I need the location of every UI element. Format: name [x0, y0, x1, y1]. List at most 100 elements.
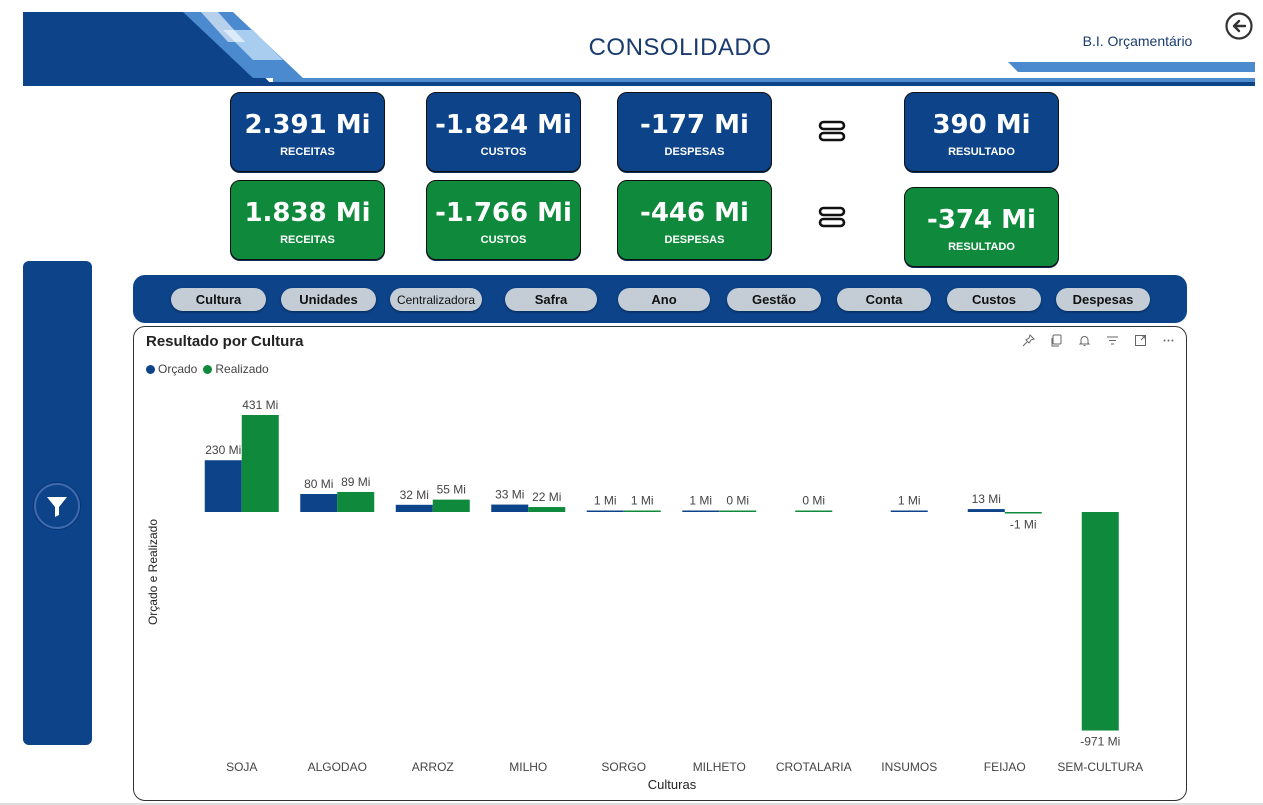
- data-label: 0 Mi: [802, 494, 825, 508]
- bar-realizado: [1081, 512, 1119, 731]
- data-label: 55 Mi: [437, 483, 466, 497]
- x-tick-label: CROTALARIA: [776, 760, 852, 774]
- bar-realizado: [719, 510, 757, 512]
- x-tick-label: MILHO: [509, 760, 547, 774]
- arrow-left-circle-icon[interactable]: [1224, 11, 1254, 41]
- legend-item-orcado[interactable]: Orçado: [146, 362, 197, 376]
- slicer-despesas[interactable]: Despesas: [1056, 288, 1150, 311]
- bar-orcado: [395, 504, 433, 512]
- legend-item-realizado[interactable]: Realizado: [203, 362, 269, 376]
- kpi-value: -446 Mi: [640, 198, 749, 228]
- equals-icon: [818, 206, 846, 228]
- more-options-icon[interactable]: [1160, 332, 1176, 348]
- slicer-centralizadora[interactable]: Centralizadora: [390, 288, 482, 311]
- kpi-label: RESULTADO: [948, 241, 1015, 253]
- chart-panel: Orçado e Realizado Culturas SOJA 230 Mi 431 …: [133, 326, 1187, 801]
- bar-realizado: [623, 510, 661, 512]
- kpi-value: -374 Mi: [927, 205, 1036, 235]
- x-tick-label: INSUMOS: [881, 760, 937, 774]
- x-tick-label: ARROZ: [412, 760, 454, 774]
- bar-realizado: [795, 510, 833, 512]
- bar-chart: Orçado e Realizado Culturas SOJA 230 Mi 431 …: [146, 398, 1143, 792]
- bar-orcado: [586, 510, 624, 512]
- kpi-despesas-orcado: -177 Mi DESPESAS: [617, 92, 772, 172]
- data-label: 32 Mi: [400, 488, 429, 502]
- bar-orcado: [682, 510, 720, 512]
- chart-legend: Orçado Realizado: [146, 362, 269, 376]
- kpi-value: 2.391 Mi: [244, 110, 371, 140]
- x-tick-label: MILHETO: [693, 760, 746, 774]
- x-tick-label: SOJA: [226, 760, 257, 774]
- pin-icon[interactable]: [1020, 332, 1036, 348]
- bar-orcado: [890, 510, 928, 512]
- data-label: 431 Mi: [242, 398, 278, 412]
- kpi-despesas-realizado: -446 Mi DESPESAS: [617, 180, 772, 260]
- slicer-gestao[interactable]: Gestão: [727, 288, 821, 311]
- filter-lines-icon[interactable]: [1104, 332, 1120, 348]
- slicer-unidades[interactable]: Unidades: [281, 288, 376, 311]
- data-label: 89 Mi: [341, 475, 370, 489]
- kpi-value: -1.824 Mi: [435, 110, 572, 140]
- kpi-custos-realizado: -1.766 Mi CUSTOS: [426, 180, 581, 260]
- bell-icon[interactable]: [1076, 332, 1092, 348]
- visual-toolbar: [1020, 332, 1176, 348]
- data-label: -971 Mi: [1080, 735, 1120, 749]
- x-axis-title: Culturas: [648, 777, 697, 792]
- data-label: 1 Mi: [631, 494, 654, 508]
- legend-label: Realizado: [215, 362, 269, 376]
- data-label: 0 Mi: [726, 494, 749, 508]
- bar-realizado: [241, 415, 279, 512]
- slicer-ano[interactable]: Ano: [618, 288, 710, 311]
- kpi-receitas-orcado: 2.391 Mi RECEITAS: [230, 92, 385, 172]
- bar-realizado: [528, 507, 566, 512]
- slicer-safra[interactable]: Safra: [505, 288, 597, 311]
- legend-dot: [203, 365, 213, 375]
- kpi-value: -1.766 Mi: [435, 198, 572, 228]
- slicer-conta[interactable]: Conta: [837, 288, 931, 311]
- legend-label: Orçado: [158, 362, 198, 376]
- slicer-custos[interactable]: Custos: [947, 288, 1041, 311]
- data-label: 230 Mi: [205, 443, 241, 457]
- bar-orcado: [491, 504, 529, 512]
- legend-dot: [146, 365, 155, 375]
- kpi-value: 1.838 Mi: [244, 198, 371, 228]
- kpi-resultado-realizado: -374 Mi RESULTADO: [904, 187, 1059, 267]
- kpi-label: CUSTOS: [480, 146, 527, 158]
- data-label: 1 Mi: [898, 494, 921, 508]
- kpi-label: CUSTOS: [480, 234, 527, 246]
- x-tick-label: ALGODAO: [308, 760, 367, 774]
- data-label: -1 Mi: [1010, 518, 1037, 532]
- data-label: 1 Mi: [689, 494, 712, 508]
- kpi-custos-orcado: -1.824 Mi CUSTOS: [426, 92, 581, 172]
- equals-icon: [818, 120, 846, 142]
- x-tick-label: SEM-CULTURA: [1057, 760, 1143, 774]
- copy-icon[interactable]: [1048, 332, 1064, 348]
- kpi-receitas-realizado: 1.838 Mi RECEITAS: [230, 180, 385, 260]
- bar-orcado: [300, 493, 338, 512]
- slicer-bar: Cultura Unidades Centralizadora Safra An…: [133, 275, 1187, 323]
- bar-realizado: [337, 491, 375, 512]
- data-label: 22 Mi: [532, 490, 561, 504]
- expand-icon[interactable]: [1132, 332, 1148, 348]
- data-label: 33 Mi: [495, 488, 524, 502]
- data-label: 13 Mi: [972, 492, 1001, 506]
- kpi-value: -177 Mi: [640, 110, 749, 140]
- filter-button[interactable]: [34, 483, 80, 529]
- x-tick-label: SORGO: [601, 760, 646, 774]
- header-banner: [23, 12, 1255, 86]
- chart-title: Resultado por Cultura: [146, 333, 304, 350]
- bar-orcado: [967, 509, 1005, 512]
- filter-icon: [47, 497, 67, 517]
- kpi-label: RECEITAS: [280, 146, 335, 158]
- kpi-resultado-orcado: 390 Mi RESULTADO: [904, 92, 1059, 172]
- bar-realizado: [432, 499, 470, 512]
- x-tick-label: FEIJAO: [984, 760, 1026, 774]
- bottom-divider: [0, 803, 1263, 805]
- data-label: 80 Mi: [304, 477, 333, 491]
- page-title: CONSOLIDADO: [588, 34, 772, 61]
- kpi-label: RECEITAS: [280, 234, 335, 246]
- kpi-label: DESPESAS: [664, 234, 725, 246]
- slicer-cultura[interactable]: Cultura: [171, 288, 266, 311]
- y-axis-title: Orçado e Realizado: [146, 519, 160, 625]
